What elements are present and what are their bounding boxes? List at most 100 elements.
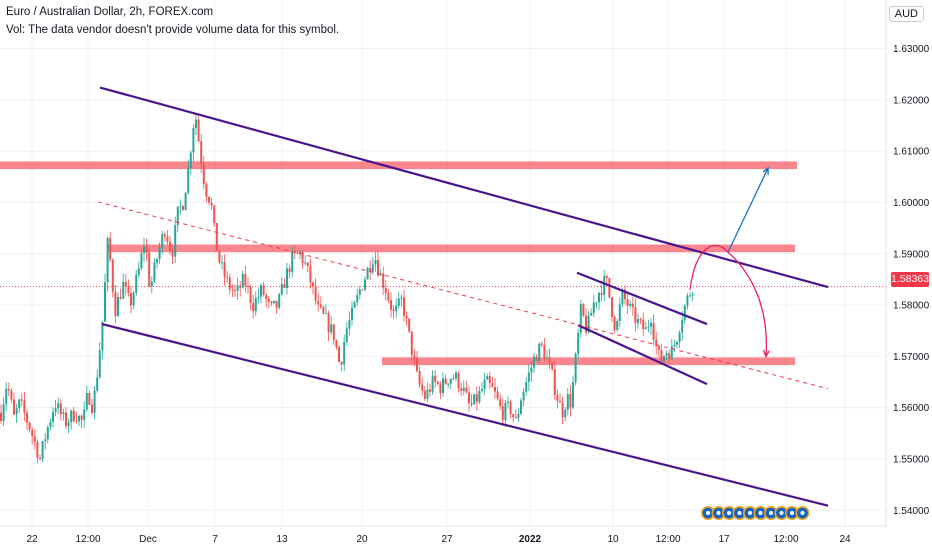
candle-body <box>665 353 668 357</box>
candle-body <box>400 297 403 299</box>
candle-body <box>530 367 533 373</box>
candle-body <box>296 252 299 254</box>
candle-body <box>15 408 18 415</box>
candle-body <box>41 441 44 459</box>
time-tick-label: 24 <box>839 534 851 545</box>
time-tick-label: 2022 <box>519 534 542 545</box>
event-dot <box>800 511 805 515</box>
candle-body <box>572 382 574 408</box>
candle-body <box>36 442 39 459</box>
candle-body <box>192 127 195 153</box>
candle-body <box>291 251 294 273</box>
candle-body <box>538 343 541 361</box>
time-tick-label: 22 <box>26 534 38 545</box>
candle-body <box>540 343 543 346</box>
candle-body <box>605 276 608 278</box>
candle-body <box>54 408 57 413</box>
candle-body <box>208 196 210 203</box>
candle-body <box>67 422 70 427</box>
candle-body <box>535 356 538 361</box>
candle-body <box>322 307 325 314</box>
candle-body <box>351 307 353 321</box>
candle-body <box>421 384 424 391</box>
candle-body <box>197 119 200 142</box>
candle-body <box>668 353 671 360</box>
candle-body <box>267 298 270 302</box>
candle-body <box>639 319 642 321</box>
grid <box>0 0 886 526</box>
candle-body <box>31 429 34 437</box>
candle-body <box>327 313 330 333</box>
candle-body <box>226 276 229 278</box>
event-dot <box>748 511 752 515</box>
candle-body <box>595 302 598 304</box>
candle-body <box>566 394 569 410</box>
time-axis[interactable]: 22 12:00 Dec 7 13 20 27 2022 10 12:00 17 12:00 24 <box>0 525 886 545</box>
candle-body <box>26 412 28 423</box>
candle-body <box>423 390 426 399</box>
candle-body <box>5 388 8 405</box>
candle-body <box>579 304 582 333</box>
candle-body <box>98 350 101 378</box>
price-tick-label: 1.59000 <box>893 249 930 260</box>
candle-body <box>473 394 476 405</box>
candle-body <box>319 304 322 308</box>
candle-body <box>117 297 119 317</box>
candle-body <box>189 152 192 169</box>
time-tick-label: 10 <box>607 534 619 545</box>
candle-body <box>520 400 522 414</box>
currency-badge[interactable]: AUD <box>888 6 924 22</box>
candle-body <box>330 324 333 333</box>
candle-body <box>361 289 364 291</box>
candle-body <box>631 303 634 308</box>
candle-body <box>390 300 392 310</box>
candle-body <box>374 260 377 265</box>
candle-body <box>660 350 663 362</box>
candle-body <box>686 295 689 306</box>
candle-body <box>392 309 395 312</box>
volume-note: Vol: The data vendor doesn't provide vol… <box>6 24 340 36</box>
candle-body <box>143 246 145 254</box>
candle-body <box>286 268 288 288</box>
candle-body <box>166 236 169 242</box>
candle-body <box>260 285 262 297</box>
candle-body <box>345 328 348 343</box>
candle-body <box>569 394 572 408</box>
candle-body <box>309 265 312 283</box>
time-tick-label: 12:00 <box>75 534 100 545</box>
candle-body <box>85 392 88 410</box>
candle-body <box>429 389 431 392</box>
candle-body <box>403 297 405 316</box>
candle-body <box>616 321 619 330</box>
candle-body <box>7 388 10 391</box>
candle-body <box>431 375 434 392</box>
candle-body <box>148 252 151 287</box>
candle-body <box>442 378 444 394</box>
price-axis[interactable]: 1.54000 1.55000 1.56000 1.57000 1.58000 1.590… <box>885 0 930 526</box>
candle-body <box>210 202 213 206</box>
candle-body <box>239 285 242 288</box>
candle-body <box>405 315 408 319</box>
candle-body <box>681 319 684 333</box>
candle-body <box>114 292 117 317</box>
candle-body <box>382 273 385 288</box>
candle-body <box>514 417 517 419</box>
price-zone <box>382 357 795 366</box>
candle-body <box>358 289 361 295</box>
candle-body <box>525 382 528 392</box>
candle-body <box>416 358 418 371</box>
candle-body <box>106 237 109 283</box>
time-tick-label: 20 <box>356 534 368 545</box>
candle-body <box>335 340 338 348</box>
candle-body <box>28 422 31 430</box>
projection-arrows <box>689 168 768 356</box>
price-zone <box>107 244 795 253</box>
candle-body <box>314 285 317 301</box>
candle-body <box>353 302 356 308</box>
candle-body <box>644 327 647 330</box>
candle-body <box>153 262 156 282</box>
candle-body <box>496 391 499 399</box>
candle-body <box>158 247 161 260</box>
candle-body <box>587 315 590 333</box>
